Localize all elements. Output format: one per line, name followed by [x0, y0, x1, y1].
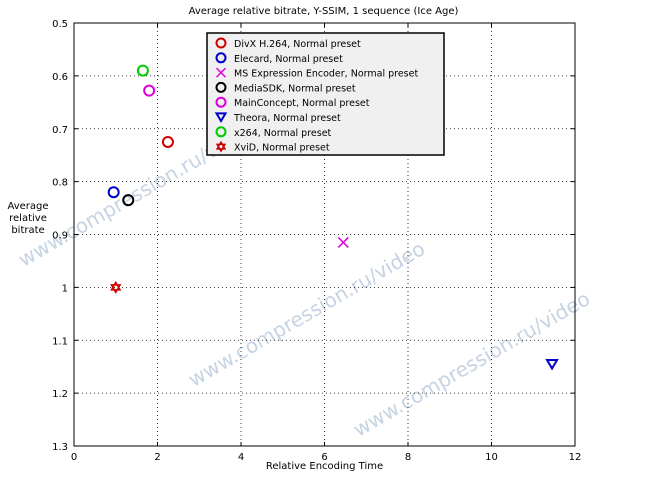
- legend-marker: [215, 52, 227, 64]
- y-tick-label: 0.7: [52, 125, 68, 136]
- marker-stroke: [215, 140, 227, 150]
- y-axis-label-line: Average: [7, 201, 49, 212]
- legend-marker: [215, 37, 227, 49]
- x-tick-label: 12: [569, 452, 582, 463]
- y-tick-label: 0.6: [52, 72, 68, 83]
- x-tick-label: 0: [71, 452, 77, 463]
- legend-marker: [215, 126, 227, 138]
- legend-entry: MediaSDK, Normal preset: [234, 83, 356, 94]
- y-axis-label-line: bitrate: [11, 225, 45, 236]
- x-tick-label: 2: [154, 452, 160, 463]
- data-point: [107, 186, 120, 199]
- legend-box: [206, 32, 445, 156]
- data-point: [143, 84, 156, 97]
- chart-title: Average relative bitrate, Y-SSIM, 1 sequ…: [188, 6, 459, 17]
- y-tick-label: 1.2: [52, 389, 68, 400]
- y-tick-label: 0.8: [52, 178, 68, 189]
- y-tick-label: 1.3: [52, 442, 68, 453]
- legend-marker: [215, 67, 227, 78]
- x-tick-label: 8: [405, 452, 411, 463]
- y-tick-label: 0.5: [52, 19, 68, 30]
- legend-entry: Elecard, Normal preset: [234, 54, 343, 65]
- legend-entry: x264, Normal preset: [234, 128, 332, 139]
- data-point: [110, 280, 122, 294]
- watermark-text: www.compression.ru/video: [349, 286, 594, 441]
- x-axis-label: Relative Encoding Time: [265, 461, 384, 472]
- marker-stroke: [215, 143, 227, 153]
- data-point: [337, 236, 349, 248]
- watermark-text: www.compression.ru/video: [184, 236, 429, 391]
- legend-marker: [215, 96, 227, 108]
- legend-marker: [214, 112, 228, 124]
- legend-entry: XviD, Normal preset: [234, 143, 330, 154]
- y-tick-label: 0.9: [52, 231, 68, 242]
- y-axis-label: Average relative bitrate: [2, 201, 54, 237]
- y-axis-label-line: relative: [9, 213, 47, 224]
- x-tick-label: 4: [238, 452, 244, 463]
- data-point: [122, 194, 135, 207]
- data-point: [136, 64, 149, 77]
- legend-entry: MainConcept, Normal preset: [234, 98, 370, 109]
- marker-stroke: [110, 280, 122, 291]
- legend-entry: Theora, Normal preset: [233, 113, 341, 124]
- legend-entry: DivX H.264, Normal preset: [234, 39, 361, 50]
- legend-marker: [215, 81, 227, 93]
- marker-stroke: [337, 236, 349, 248]
- data-point: [161, 135, 174, 148]
- y-tick-label: 1.1: [52, 336, 68, 347]
- marker-stroke: [110, 284, 122, 294]
- x-tick-label: 10: [485, 452, 498, 463]
- marker-stroke: [215, 67, 227, 78]
- x-tick-label: 6: [321, 452, 327, 463]
- y-tick-label: 1: [62, 283, 68, 294]
- legend-marker: [215, 140, 227, 153]
- legend-entry: MS Expression Encoder, Normal preset: [234, 69, 418, 80]
- data-point: [545, 359, 559, 371]
